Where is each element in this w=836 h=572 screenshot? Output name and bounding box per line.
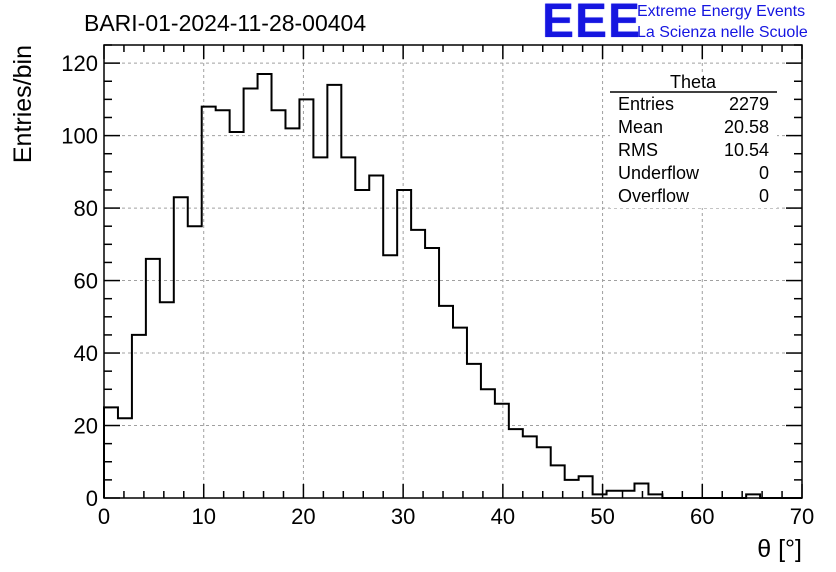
histogram-bin — [495, 404, 509, 498]
histogram-bin — [523, 436, 537, 498]
stats-value-overflow: 0 — [759, 186, 769, 206]
y-tick-label: 20 — [74, 414, 98, 439]
x-tick-label: 20 — [291, 504, 315, 529]
histogram-bin — [258, 74, 272, 498]
y-axis-label: Entries/bin — [9, 45, 37, 163]
stats-label-rms: RMS — [618, 140, 658, 160]
histogram-bin — [132, 335, 146, 498]
histogram-bin — [244, 88, 258, 498]
histogram-bin — [174, 197, 188, 498]
eee-logo: EEE — [542, 0, 642, 48]
y-tick-label: 40 — [74, 341, 98, 366]
plot-frame — [103, 44, 803, 499]
histogram-bin — [118, 418, 132, 498]
stats-label-overflow: Overflow — [618, 186, 690, 206]
histogram-bin — [481, 389, 495, 498]
histogram-bin — [397, 190, 411, 498]
histogram-bin — [355, 190, 369, 498]
histogram-bin — [146, 259, 160, 498]
histogram-bin — [537, 447, 551, 498]
x-tick-label: 40 — [491, 504, 515, 529]
histogram-bin — [272, 110, 286, 498]
y-tick-label: 60 — [74, 269, 98, 294]
histogram-bin — [411, 230, 425, 498]
histogram-bin — [467, 364, 481, 498]
histogram-bin — [634, 484, 648, 498]
eee-logo-line2: La Scienza nelle Scuole — [637, 24, 808, 41]
stats-value-entries: 2279 — [729, 94, 769, 114]
stats-label-mean: Mean — [618, 117, 663, 137]
histogram-bin — [230, 132, 244, 498]
histogram-bin — [327, 85, 341, 498]
stats-value-underflow: 0 — [759, 163, 769, 183]
y-tick-label: 0 — [86, 486, 98, 511]
x-axis-label: θ [°] — [757, 535, 802, 563]
histogram-bin — [579, 476, 593, 498]
histogram-bin — [285, 128, 299, 498]
histogram-bin — [607, 491, 621, 498]
x-tick-label: 30 — [391, 504, 415, 529]
eee-logo-line1: Extreme Energy Events — [637, 3, 806, 20]
histogram-bin — [369, 175, 383, 498]
stats-title: Theta — [670, 72, 717, 92]
histogram-bin — [439, 306, 453, 498]
histogram-bin — [341, 157, 355, 498]
x-tick-label: 70 — [790, 504, 814, 529]
histogram-bin — [188, 226, 202, 498]
histogram-bin — [160, 302, 174, 498]
histogram-outline — [103, 72, 802, 499]
chart-title: BARI-01-2024-11-28-00404 — [84, 10, 367, 36]
stats-box — [610, 75, 777, 208]
stats-label-entries: Entries — [618, 94, 674, 114]
histogram-bin — [202, 107, 216, 498]
y-tick-label: 100 — [61, 124, 98, 149]
histogram-bin — [565, 480, 579, 498]
x-tick-label: 0 — [98, 504, 110, 529]
histogram-bin — [453, 328, 467, 498]
histogram-bin — [383, 255, 397, 498]
x-tick-label: 50 — [590, 504, 614, 529]
stats-label-underflow: Underflow — [618, 163, 700, 183]
x-tick-label: 60 — [690, 504, 714, 529]
y-tick-label: 120 — [61, 51, 98, 76]
histogram-bin — [104, 407, 118, 498]
histogram-bin — [216, 110, 230, 498]
histogram-bin — [425, 248, 439, 498]
x-tick-label: 10 — [191, 504, 215, 529]
histogram-bin — [509, 429, 523, 498]
stats-value-rms: 10.54 — [724, 140, 769, 160]
histogram-bin — [313, 157, 327, 498]
histogram-bin — [299, 99, 313, 498]
stats-value-mean: 20.58 — [724, 117, 769, 137]
y-tick-label: 80 — [74, 196, 98, 221]
